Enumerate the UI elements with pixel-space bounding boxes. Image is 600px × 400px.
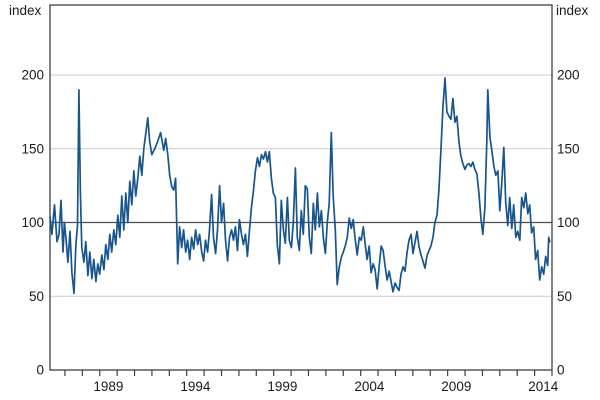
plot-frame [49,4,553,371]
data-series-line [49,77,551,295]
y-axis-tick-label-left: 200 [21,68,44,83]
y-axis-tick-label-left: 0 [36,363,44,378]
x-axis-tick-label: 2009 [441,379,471,394]
y-axis-tick-label-right: 0 [557,363,565,378]
x-axis-tick-label: 1994 [180,379,211,394]
y-axis-tick-label-right: 200 [557,68,580,83]
y-axis-tick-label-left: 50 [29,289,44,304]
y-axis-tick-label-right: 150 [557,141,580,156]
x-axis-tick-label: 2004 [354,379,385,394]
y-axis-tick-label-right: 100 [557,215,580,230]
y-axis-unit-label-right: index [556,3,589,18]
x-axis-tick-label: 2014 [528,379,559,394]
y-axis-tick-label-right: 50 [557,289,572,304]
x-axis-tick-label: 1989 [93,379,123,394]
y-axis-unit-label-left: index [9,3,42,18]
y-axis-tick-label-left: 150 [21,141,44,156]
x-axis-tick-label: 1999 [267,379,297,394]
y-axis-tick-label-left: 100 [21,215,44,230]
